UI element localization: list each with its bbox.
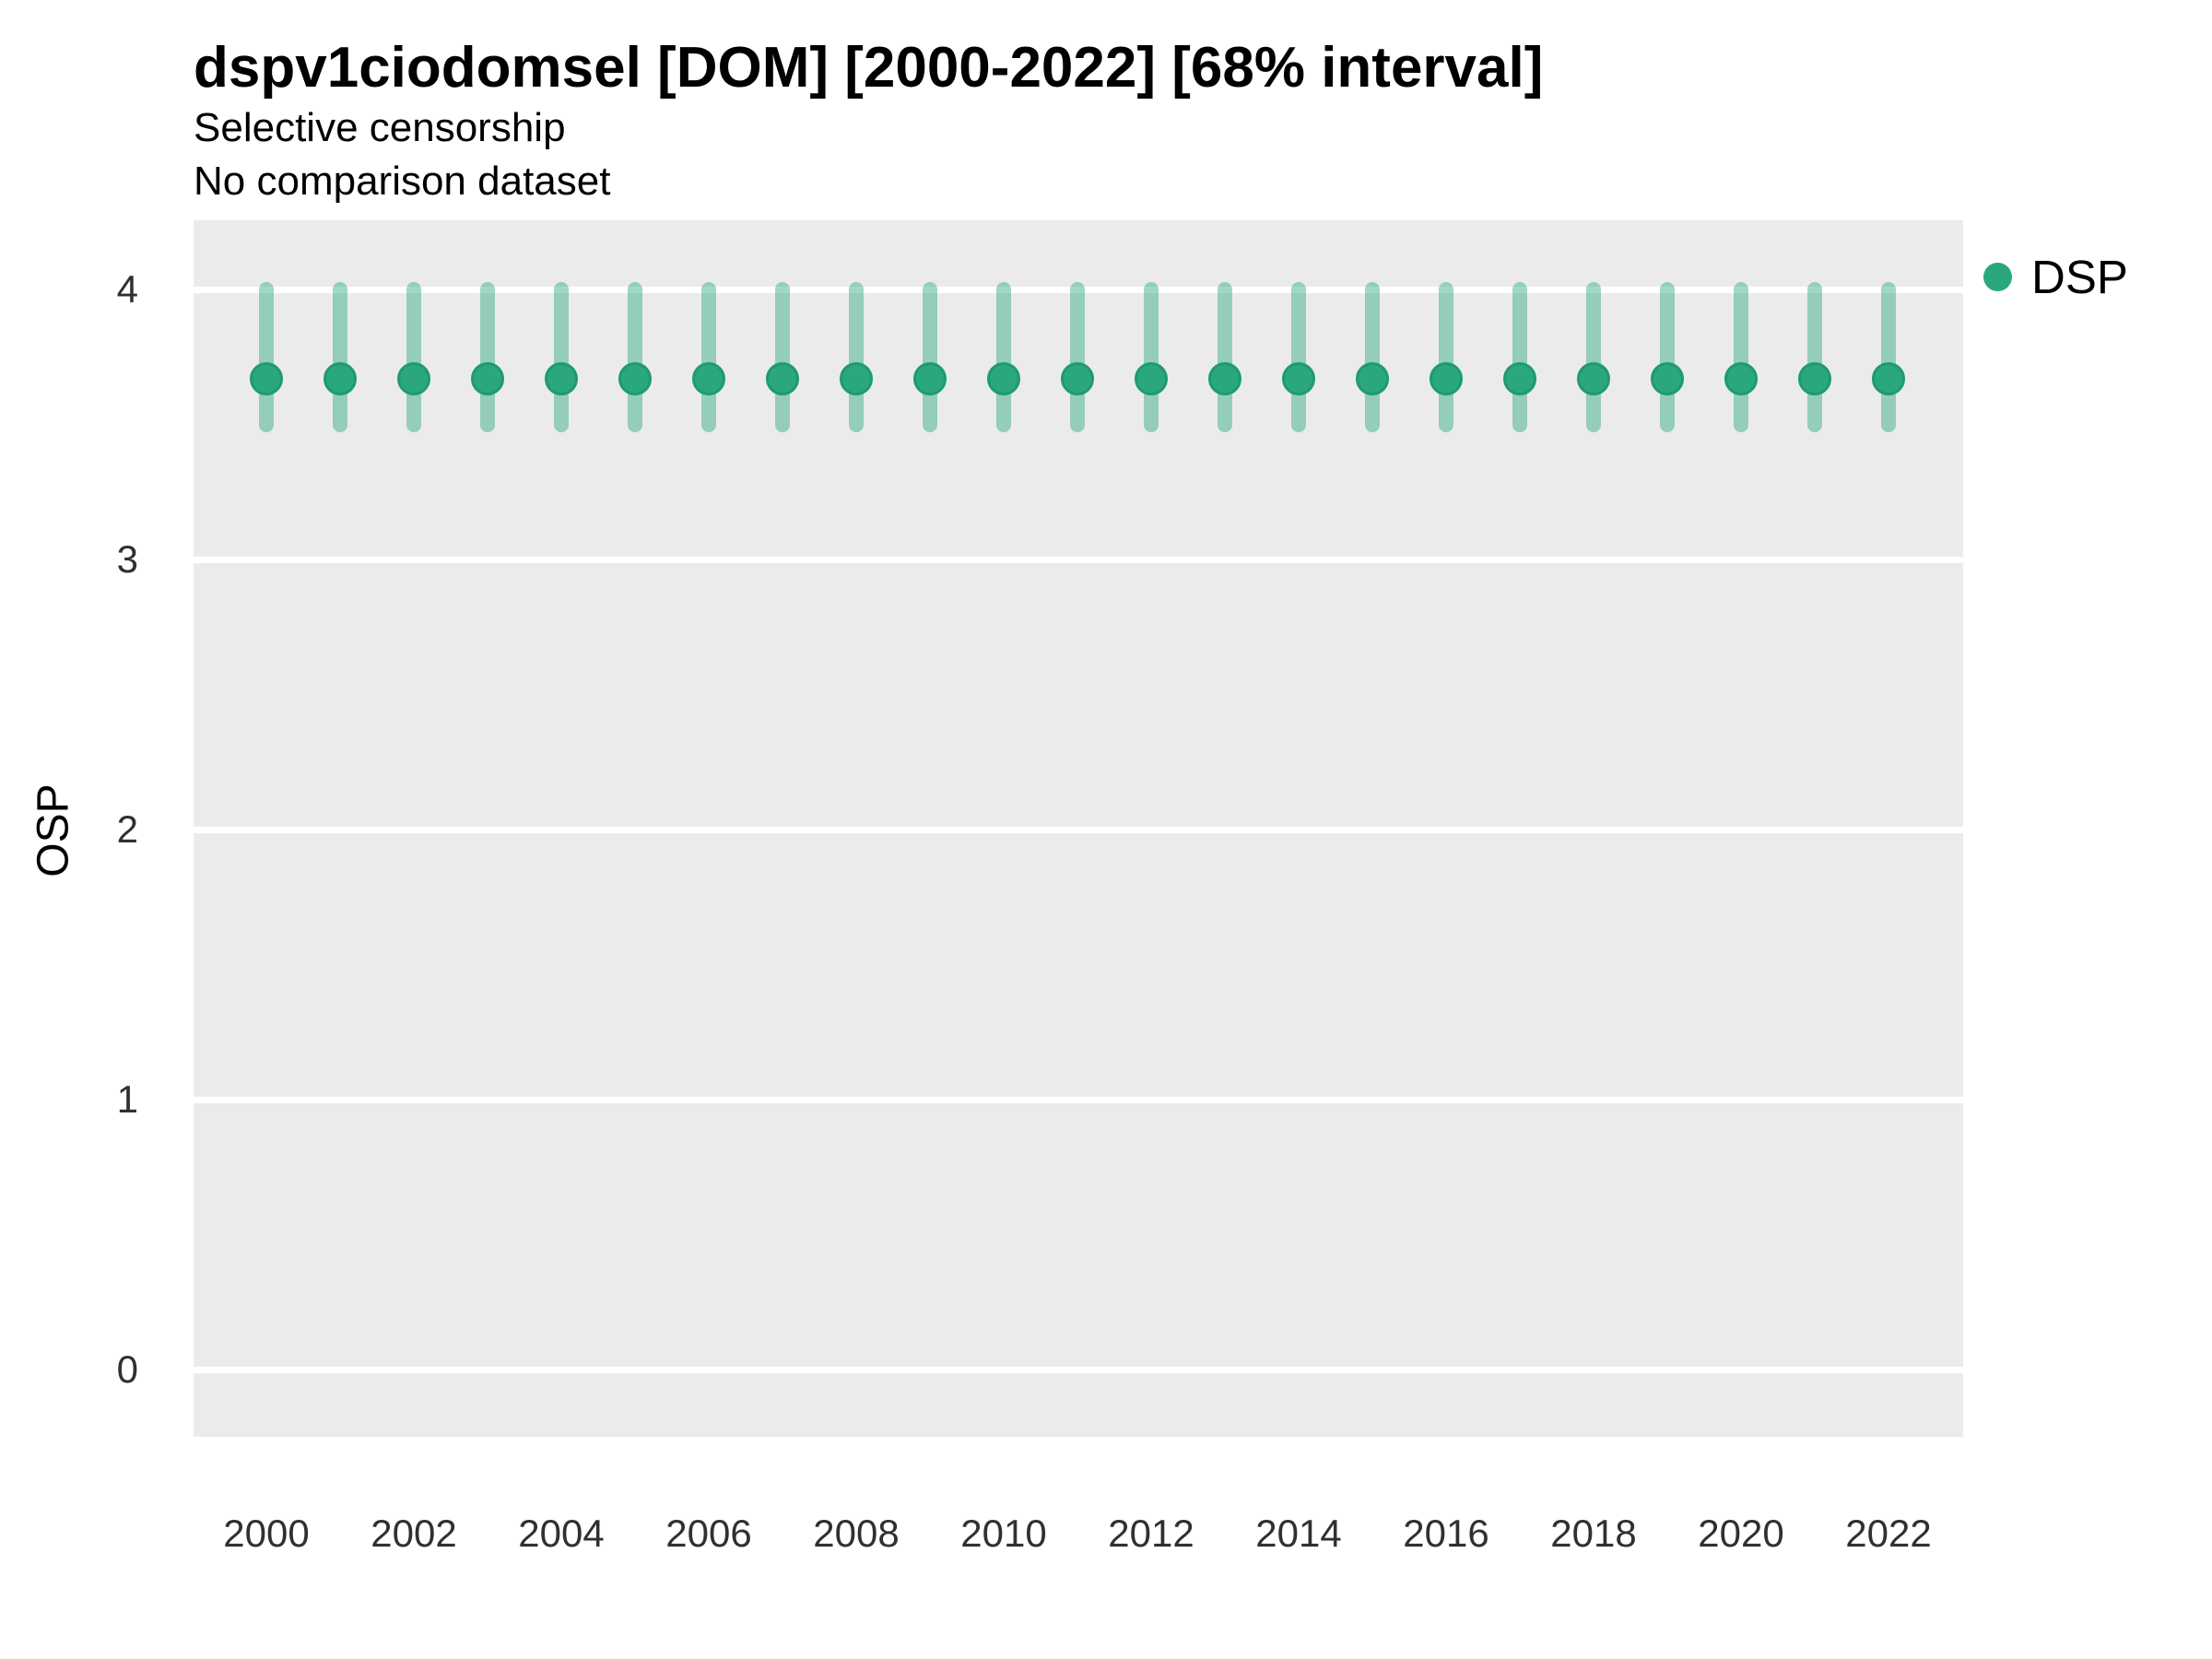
data-point — [1577, 361, 1610, 395]
data-point — [987, 361, 1020, 395]
data-point — [471, 361, 504, 395]
x-tick-label: 2000 — [223, 1512, 310, 1555]
plot-panel — [194, 220, 1963, 1437]
x-tick-label: 2020 — [1698, 1512, 1784, 1555]
interval-bar — [775, 282, 790, 432]
data-point — [1208, 361, 1241, 395]
data-point — [913, 361, 947, 395]
data-point — [618, 361, 652, 395]
data-point — [766, 361, 799, 395]
data-point — [1872, 361, 1905, 395]
interval-bar — [849, 282, 864, 432]
interval-bar — [333, 282, 347, 432]
interval-bar — [996, 282, 1011, 432]
chart-subtitle-line2: No comparison dataset — [194, 159, 611, 204]
y-tick-label: 3 — [116, 537, 138, 581]
interval-bar — [923, 282, 937, 432]
legend: DSP — [1983, 247, 2128, 306]
interval-bar — [480, 282, 495, 432]
data-point — [250, 361, 283, 395]
data-point — [840, 361, 873, 395]
data-point — [397, 361, 430, 395]
data-point — [1798, 361, 1831, 395]
interval-bar — [406, 282, 421, 432]
interval-bar — [628, 282, 642, 432]
interval-bar — [1512, 282, 1527, 432]
major-gridline — [194, 1366, 1963, 1373]
data-point — [1430, 361, 1463, 395]
y-tick-label: 0 — [116, 1347, 138, 1391]
data-point — [1135, 361, 1168, 395]
x-tick-label: 2016 — [1403, 1512, 1489, 1555]
interval-bar — [554, 282, 569, 432]
major-gridline — [194, 826, 1963, 833]
data-point — [1356, 361, 1389, 395]
x-tick-label: 2002 — [371, 1512, 457, 1555]
interval-bar — [1881, 282, 1896, 432]
data-point — [1503, 361, 1536, 395]
x-tick-label: 2014 — [1255, 1512, 1342, 1555]
data-point — [545, 361, 578, 395]
interval-bar — [1291, 282, 1306, 432]
interval-bar — [701, 282, 716, 432]
interval-bar — [1365, 282, 1380, 432]
x-tick-label: 2012 — [1108, 1512, 1194, 1555]
major-gridline — [194, 286, 1963, 293]
interval-bar — [1807, 282, 1822, 432]
major-gridline — [194, 556, 1963, 563]
interval-bar — [259, 282, 274, 432]
data-point — [324, 361, 357, 395]
interval-bar — [1586, 282, 1601, 432]
interval-bar — [1070, 282, 1085, 432]
major-gridline — [194, 1096, 1963, 1103]
interval-bar — [1218, 282, 1232, 432]
y-tick-label: 4 — [116, 267, 138, 311]
data-point — [692, 361, 725, 395]
data-point — [1651, 361, 1684, 395]
legend-label: DSP — [2031, 250, 2128, 303]
x-tick-label: 2004 — [518, 1512, 605, 1555]
chart-title: dspv1ciodomsel [DOM] [2000-2022] [68% in… — [194, 36, 1544, 100]
interval-bar — [1439, 282, 1453, 432]
x-tick-label: 2008 — [813, 1512, 900, 1555]
y-tick-label: 1 — [116, 1077, 138, 1121]
interval-bar — [1734, 282, 1748, 432]
data-point — [1282, 361, 1315, 395]
data-point — [1061, 361, 1094, 395]
legend-point-icon — [1983, 262, 2012, 291]
x-tick-label: 2018 — [1550, 1512, 1637, 1555]
x-tick-label: 2006 — [665, 1512, 752, 1555]
interval-bar — [1144, 282, 1159, 432]
x-tick-label: 2010 — [960, 1512, 1047, 1555]
x-tick-label: 2022 — [1845, 1512, 1932, 1555]
interval-bar — [1660, 282, 1675, 432]
data-point — [1724, 361, 1758, 395]
y-tick-label: 2 — [116, 807, 138, 851]
chart-subtitle: Selective censorship — [194, 105, 566, 150]
